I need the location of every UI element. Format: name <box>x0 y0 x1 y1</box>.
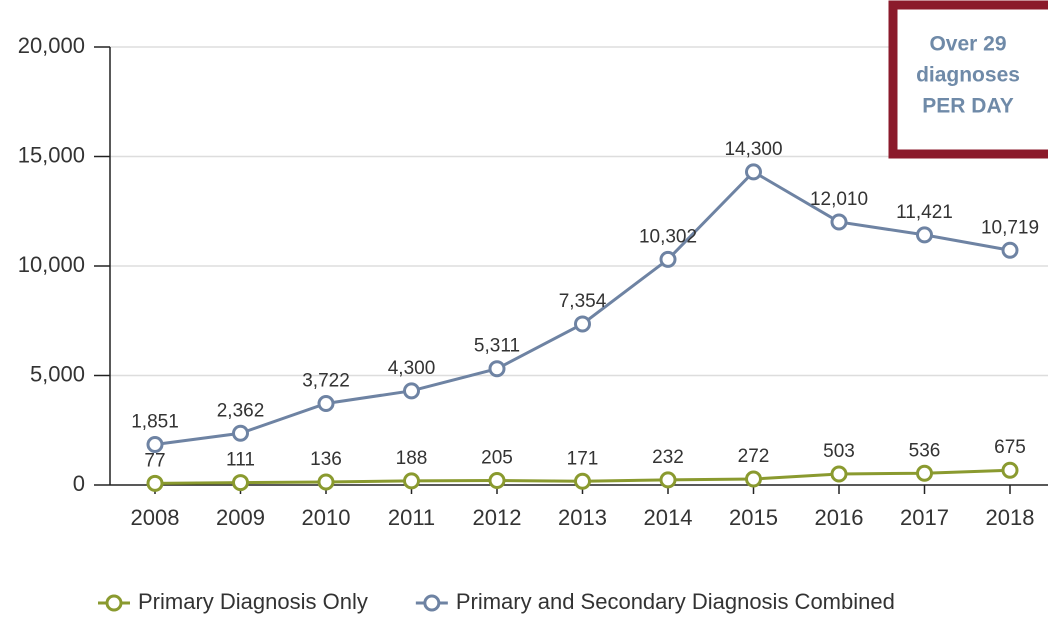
point <box>659 471 677 489</box>
y-tick-label: 10,000 <box>18 252 85 277</box>
x-tick-label: 2008 <box>131 505 180 530</box>
annotation-text: PER DAY <box>922 95 1013 118</box>
legend-label: Primary Diagnosis Only <box>138 589 368 614</box>
point <box>916 464 933 482</box>
data-label: 11,421 <box>896 202 953 223</box>
data-label: 5,311 <box>474 336 520 357</box>
data-label: 205 <box>481 448 513 469</box>
data-label: 3,722 <box>302 371 350 392</box>
point <box>574 472 591 490</box>
data-label: 10,719 <box>981 217 1039 238</box>
legend-marker <box>423 594 441 612</box>
data-label: 2,362 <box>217 400 265 421</box>
point <box>232 474 249 492</box>
x-tick-label: 2013 <box>558 505 607 530</box>
x-tick-label: 2017 <box>900 505 949 530</box>
point <box>232 424 249 442</box>
legend-label: Primary and Secondary Diagnosis Combined <box>456 589 895 614</box>
data-label: 12,010 <box>810 189 868 210</box>
data-label: 14,300 <box>724 139 782 160</box>
x-tick-label: 2010 <box>302 505 351 530</box>
data-label: 1,851 <box>131 411 179 432</box>
annotation-box <box>888 0 1048 159</box>
annotation-text: diagnoses <box>916 64 1020 87</box>
point <box>659 250 677 268</box>
annotation-text: Over 29 <box>929 33 1006 56</box>
x-tick-label: 2018 <box>986 505 1035 530</box>
data-label: 503 <box>823 441 855 462</box>
data-label: 171 <box>567 448 599 469</box>
x-tick-label: 2009 <box>216 505 265 530</box>
point <box>745 470 762 488</box>
point <box>317 473 335 491</box>
data-label: 232 <box>652 447 684 468</box>
point <box>916 226 933 244</box>
point <box>146 435 164 453</box>
data-label: 77 <box>144 450 165 471</box>
y-tick-label: 5,000 <box>30 361 85 386</box>
data-label: 675 <box>994 437 1026 458</box>
data-label: 111 <box>226 450 255 471</box>
data-label: 7,354 <box>559 291 607 312</box>
legend-marker <box>105 594 123 612</box>
point <box>488 360 506 378</box>
point <box>745 163 762 181</box>
x-tick-label: 2011 <box>388 505 435 530</box>
data-label: 188 <box>396 448 428 469</box>
point <box>1001 461 1019 479</box>
point <box>830 465 848 483</box>
data-label: 10,302 <box>639 226 697 247</box>
x-tick-label: 2016 <box>815 505 864 530</box>
point <box>146 474 164 492</box>
x-tick-label: 2012 <box>473 505 522 530</box>
data-label: 4,300 <box>388 358 436 379</box>
point <box>830 213 848 231</box>
y-tick-label: 0 <box>73 471 85 496</box>
point <box>317 394 335 412</box>
data-label: 272 <box>738 446 770 467</box>
data-label: 136 <box>310 449 342 470</box>
point <box>488 472 506 490</box>
point <box>1001 241 1019 259</box>
x-tick-label: 2014 <box>644 505 693 530</box>
point <box>403 382 420 400</box>
y-tick-label: 20,000 <box>18 33 85 58</box>
x-tick-label: 2015 <box>729 505 778 530</box>
data-label: 536 <box>909 440 941 461</box>
y-tick-label: 15,000 <box>18 142 85 167</box>
point <box>403 472 420 490</box>
point <box>574 315 591 333</box>
